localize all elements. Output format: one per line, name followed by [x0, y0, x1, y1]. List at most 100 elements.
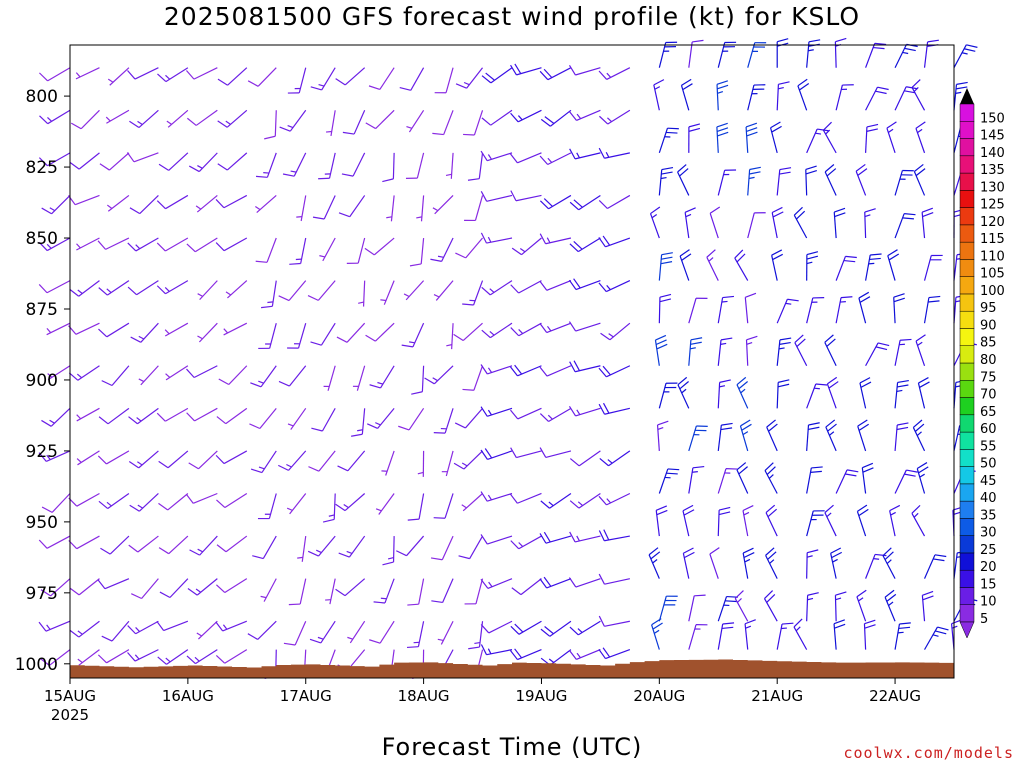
barb-feather	[882, 547, 892, 557]
barb-feather	[778, 81, 790, 85]
barb-half-feather	[328, 514, 335, 517]
barb-half-feather	[657, 427, 664, 431]
barb-staff	[575, 67, 601, 76]
colorbar-box	[959, 431, 975, 450]
barb-half-feather	[576, 409, 581, 415]
wind-barb	[830, 547, 843, 579]
barb-half-feather	[917, 128, 923, 134]
wind-barb	[658, 382, 678, 409]
barb-feather	[128, 416, 138, 425]
barb-feather	[185, 493, 194, 504]
barb-feather	[510, 447, 517, 458]
wind-barb	[98, 493, 130, 510]
barb-feather	[857, 504, 868, 512]
barb-half-feather	[315, 549, 322, 554]
wind-barb	[287, 323, 307, 349]
barb-staff	[418, 578, 425, 605]
barb-feather	[455, 252, 466, 259]
wind-barb	[347, 620, 366, 644]
barb-feather	[97, 654, 107, 664]
barb-feather	[158, 502, 169, 511]
barb-feather	[188, 165, 200, 173]
barb-feather	[799, 83, 810, 91]
barb-staff	[607, 194, 631, 210]
barb-half-feather	[222, 624, 228, 630]
barb-feather	[543, 198, 553, 207]
colorbar-label: 15	[980, 577, 997, 592]
wind-barb	[69, 578, 100, 596]
barb-staff	[709, 553, 719, 579]
barb-feather	[902, 217, 914, 220]
wind-barb	[157, 649, 189, 665]
barb-feather	[721, 626, 734, 630]
barb-feather	[826, 338, 836, 347]
barb-feather	[368, 85, 381, 90]
wind-barb	[511, 578, 542, 596]
barb-staff	[578, 450, 601, 467]
barb-feather	[365, 334, 376, 342]
barb-feather	[599, 457, 609, 467]
barb-feather	[928, 295, 941, 299]
barb-feather	[215, 454, 225, 464]
barb-feather	[779, 167, 792, 171]
barb-feather	[539, 200, 550, 210]
barb-feather	[835, 591, 847, 596]
wind-barb	[568, 649, 601, 660]
colorbar-box	[959, 569, 975, 588]
barb-half-feather	[743, 511, 750, 516]
colorbar-label: 45	[980, 474, 997, 489]
barb-half-feather	[409, 341, 415, 344]
barb-feather	[602, 235, 611, 246]
wind-barb	[658, 293, 672, 324]
barb-feather	[398, 425, 410, 431]
barb-staff	[274, 110, 277, 137]
barb-feather	[767, 551, 777, 560]
wind-barb	[745, 335, 758, 366]
wind-barb	[215, 649, 248, 664]
barb-staff	[474, 195, 484, 221]
credit-link[interactable]: coolwx.com/models	[843, 744, 1014, 762]
barb-staff	[223, 237, 248, 252]
wind-barb	[288, 578, 307, 606]
barb-feather	[186, 368, 195, 378]
wind-barb	[129, 493, 159, 512]
barb-staff	[198, 450, 218, 470]
wind-barb	[709, 547, 720, 579]
barb-feather	[342, 131, 355, 135]
wind-barb	[568, 577, 601, 588]
barb-half-feather	[260, 595, 267, 599]
barb-staff	[294, 620, 307, 646]
wind-barb	[403, 280, 425, 301]
wind-barb	[101, 620, 130, 642]
wind-barb	[409, 237, 425, 267]
barb-feather	[336, 336, 348, 343]
barb-feather	[129, 120, 140, 129]
wind-barb	[776, 379, 790, 409]
barb-feather	[458, 555, 470, 560]
barb-half-feather	[416, 216, 422, 219]
wind-barb	[68, 492, 100, 507]
barb-staff	[406, 535, 425, 557]
barb-feather	[772, 211, 784, 218]
barb-staff	[490, 109, 513, 126]
barb-staff	[464, 407, 483, 429]
barb-feather	[432, 132, 444, 136]
wind-barb	[806, 592, 819, 622]
wind-barb	[128, 535, 159, 553]
barb-feather	[935, 630, 947, 635]
barb-half-feather	[577, 501, 583, 507]
barb-feather	[539, 413, 549, 422]
barb-feather	[746, 131, 758, 137]
barb-feather	[877, 86, 889, 91]
barb-feather	[509, 366, 518, 377]
wind-barb	[158, 493, 189, 511]
wind-barb	[886, 121, 897, 154]
barb-staff	[259, 407, 277, 429]
wind-barb	[747, 166, 761, 196]
barb-feather	[283, 642, 296, 646]
wind-barb	[481, 109, 513, 126]
barb-feather	[467, 178, 480, 181]
barb-half-feather	[107, 78, 114, 83]
wind-barb	[776, 81, 790, 111]
barb-feather	[158, 547, 170, 555]
